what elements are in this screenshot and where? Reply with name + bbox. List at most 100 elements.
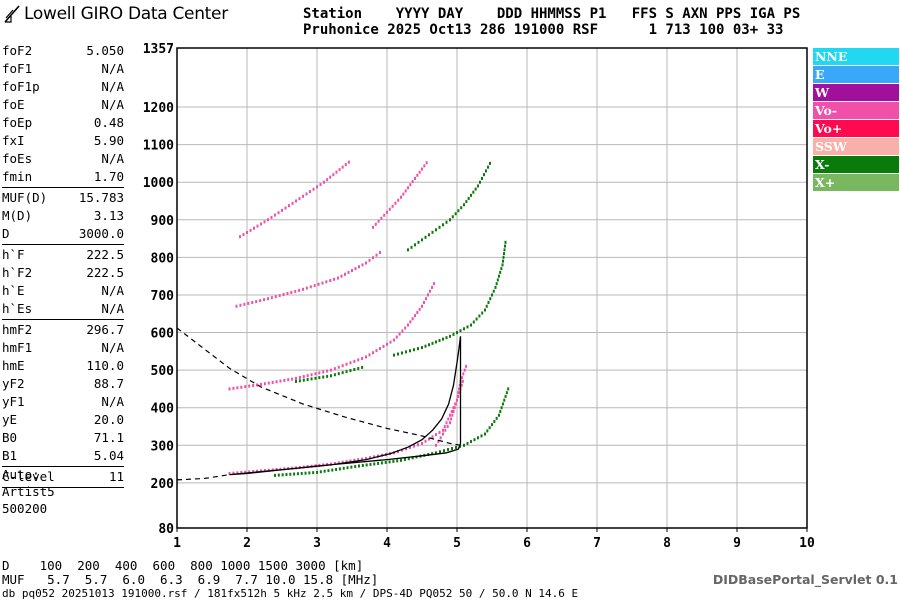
echo-point <box>391 204 394 208</box>
echo-point <box>353 368 356 372</box>
echo-point <box>502 259 504 263</box>
echo-point <box>337 276 339 280</box>
muf-row: MUF 5.7 5.7 6.0 6.3 6.9 7.7 10.0 15.8 [M… <box>2 571 379 587</box>
echo-point <box>466 441 469 445</box>
echo-point <box>487 300 490 304</box>
param-label: yF1 <box>2 394 25 409</box>
echo-point <box>388 207 391 211</box>
servlet-version: DIDBasePortal_Servlet 0.1 <box>712 572 898 587</box>
echo-point <box>361 356 364 360</box>
echo-point <box>361 263 364 267</box>
echo-point <box>393 353 395 357</box>
echo-point <box>503 252 505 256</box>
auto-scaling-info: Auto: Artist5 500200 <box>2 466 55 517</box>
echo-point <box>341 165 344 169</box>
echo-point <box>445 421 448 425</box>
echo-point <box>463 368 466 372</box>
echo-point <box>416 310 419 314</box>
param-value: N/A <box>101 340 124 355</box>
y-tick-label: 300 <box>151 439 175 454</box>
echo-point <box>496 278 499 282</box>
x-tick-label: 1 <box>173 536 181 551</box>
echo-point <box>428 437 430 441</box>
base-dashed <box>176 474 230 481</box>
echo-point <box>492 289 495 293</box>
param-value: 1.70 <box>93 169 124 184</box>
echo-point <box>498 413 500 417</box>
param-separator <box>2 244 124 245</box>
echo-point <box>501 402 504 406</box>
echo-point <box>281 473 284 477</box>
echo-point <box>462 372 465 376</box>
echo-point <box>411 456 414 460</box>
echo-point <box>329 279 332 283</box>
echo-point <box>321 281 324 285</box>
echo-point <box>357 358 360 362</box>
echo-point <box>304 471 307 475</box>
echo-point <box>409 320 412 324</box>
echo-point <box>400 195 402 199</box>
echo-point <box>271 468 274 472</box>
param-value: N/A <box>101 394 124 409</box>
x-tick-label: 9 <box>733 536 741 551</box>
echo-point <box>309 190 311 194</box>
echo-point <box>484 308 486 312</box>
echo-point <box>365 261 367 265</box>
echo-point <box>454 212 457 216</box>
echo-point <box>329 175 332 179</box>
echo-point <box>316 185 318 189</box>
param-row: hmF2 296.7 <box>2 321 124 339</box>
echo-point <box>423 300 425 304</box>
echo-point <box>354 465 357 469</box>
echo-point <box>424 344 427 348</box>
param-label: M(D) <box>2 208 33 223</box>
param-label: B1 <box>2 448 18 463</box>
echo-point <box>449 218 451 222</box>
echo-point <box>361 463 364 467</box>
echo-point <box>402 192 405 196</box>
x-tick-label: 5 <box>453 536 461 551</box>
echo-point <box>499 409 502 413</box>
echo-point <box>460 206 463 210</box>
echo-point <box>466 325 469 329</box>
legend-item: Vo- <box>813 102 899 119</box>
echo-point <box>414 314 416 318</box>
echo-point <box>483 173 485 177</box>
param-row: D 3000.0 <box>2 225 124 243</box>
echo-point <box>340 274 343 278</box>
echo-point <box>353 359 356 363</box>
echo-point <box>278 294 281 298</box>
echo-point <box>306 374 309 378</box>
param-separator <box>2 487 124 488</box>
echo-point <box>379 250 381 254</box>
param-row: foE N/A <box>2 96 124 114</box>
echo-point <box>481 311 484 315</box>
param-separator <box>2 466 124 467</box>
echo-point <box>326 178 329 182</box>
echo-point <box>274 213 276 217</box>
echo-point <box>489 161 491 165</box>
echo-point <box>341 460 344 464</box>
echo-point <box>397 198 400 202</box>
echo-point <box>314 376 317 380</box>
echo-point <box>232 386 235 390</box>
echo-point <box>431 435 434 439</box>
y-tick-label: 700 <box>151 289 175 304</box>
echo-point <box>397 352 399 356</box>
echo-point <box>445 336 448 340</box>
param-label: yE <box>2 412 18 427</box>
param-row: h`F 222.5 <box>2 246 124 264</box>
echo-point <box>295 379 297 383</box>
echo-point <box>461 379 464 383</box>
param-row: C-level 11 <box>2 468 124 486</box>
y-tick-label: 400 <box>151 402 175 417</box>
echo-point <box>246 230 248 234</box>
brand-logo: Lowell GIRO Data Center <box>3 3 228 25</box>
echo-point <box>308 471 311 475</box>
echo-point <box>388 460 391 464</box>
echo-point <box>306 378 309 382</box>
x-tick-label: 6 <box>523 536 531 551</box>
parameter-panel: foF2 5.050 foF1 N/A foF1p N/A foE N/A foEp 0.48 fx… <box>2 42 124 489</box>
echo-point <box>236 471 239 475</box>
echo-point <box>409 183 412 187</box>
